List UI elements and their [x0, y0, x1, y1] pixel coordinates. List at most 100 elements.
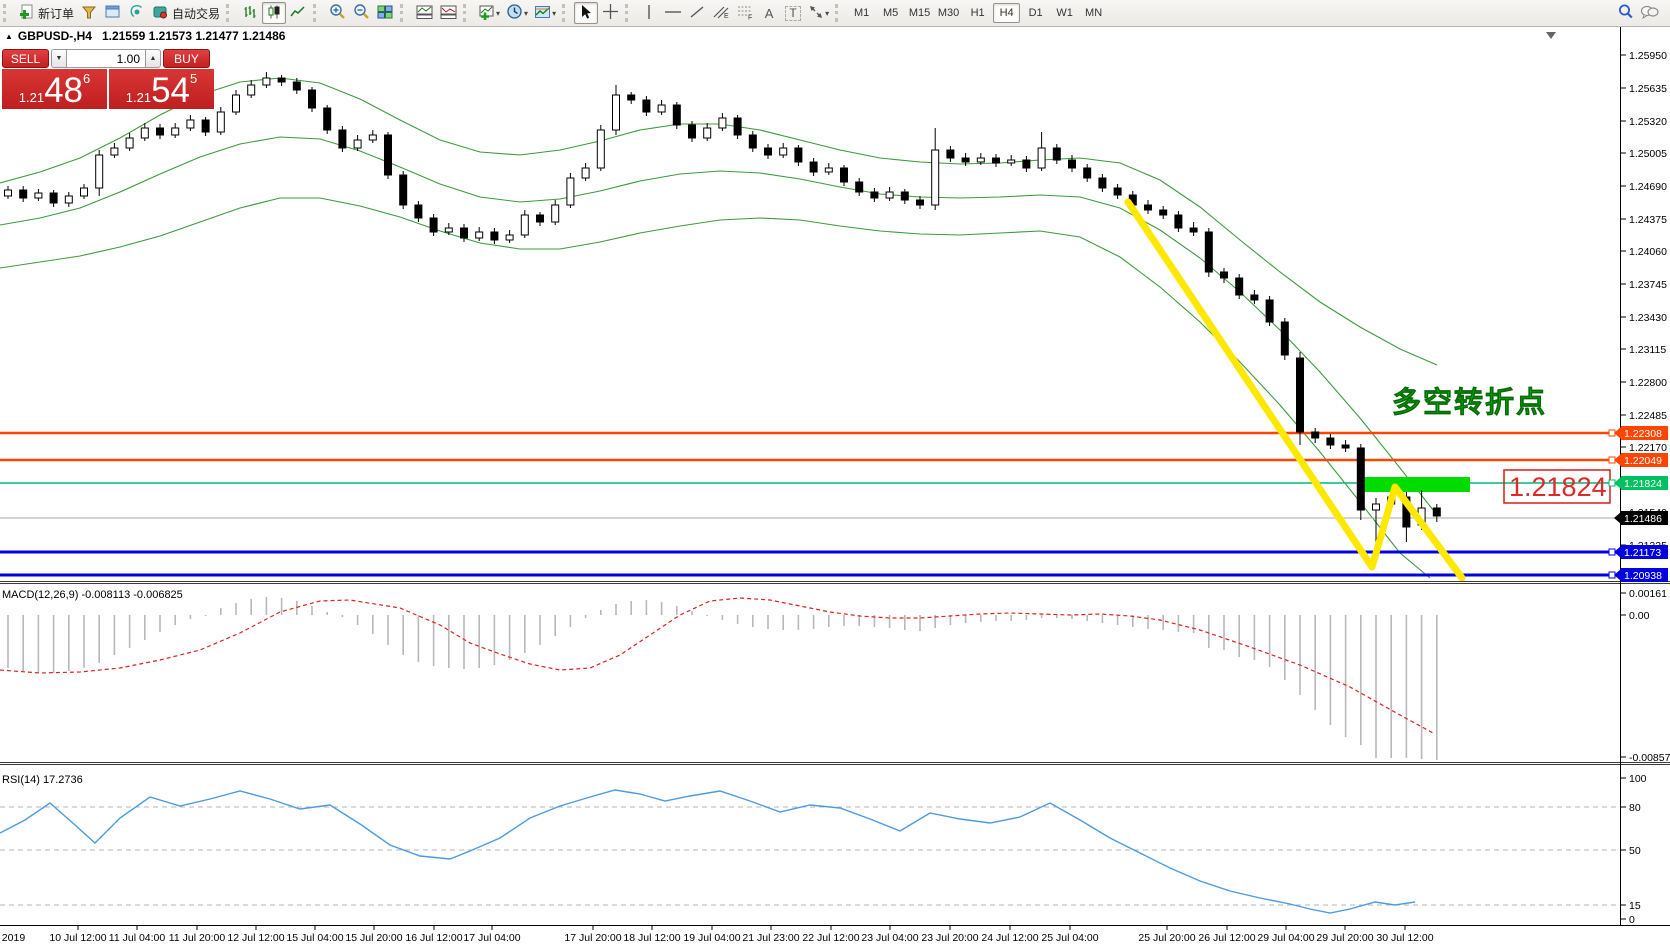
trendline-tool[interactable] — [685, 2, 709, 24]
svg-text:1.22800: 1.22800 — [1629, 377, 1667, 389]
toolbar-drag-handle[interactable] — [463, 4, 471, 22]
price-callout-box[interactable]: 1.21824 — [1503, 469, 1611, 504]
chart-ohlc-values: 1.21559 1.21573 1.21477 1.21486 — [101, 29, 286, 43]
svg-text:12 Jul 12:00: 12 Jul 12:00 — [227, 932, 284, 944]
timeframe-h4-button[interactable]: H4 — [993, 3, 1021, 23]
market-watch-button[interactable] — [101, 2, 125, 24]
chat-button[interactable] — [1637, 2, 1662, 24]
svg-text:15 Jul 20:00: 15 Jul 20:00 — [345, 932, 402, 944]
svg-text:E: E — [724, 13, 729, 20]
timeframe-d1-button[interactable]: D1 — [1028, 7, 1043, 19]
zoom-out-button[interactable] — [349, 2, 373, 24]
toolbar-drag-handle[interactable] — [3, 4, 11, 22]
svg-text:-0.008577: -0.008577 — [1629, 752, 1670, 764]
volume-decrease-button[interactable]: ▼ — [51, 49, 67, 68]
equidistant-channel-tool[interactable]: E — [709, 2, 733, 24]
buy-button[interactable]: BUY — [163, 49, 210, 68]
search-button[interactable] — [1613, 2, 1637, 24]
vertical-line-tool[interactable] — [637, 2, 661, 24]
bollinger-bands — [0, 77, 1438, 579]
indicator-window-icon — [416, 4, 433, 23]
clock-icon — [506, 3, 523, 23]
svg-text:1.25950: 1.25950 — [1629, 50, 1667, 62]
sell-price-display[interactable]: 1.21 48 6 — [2, 69, 107, 109]
price-level-badge: 1.20938 — [1608, 568, 1668, 582]
timeframe-m1-button[interactable]: M1 — [853, 7, 870, 19]
horizontal-level-lines[interactable] — [0, 431, 1620, 577]
toolbar-drag-handle[interactable] — [625, 4, 633, 22]
line-chart-icon — [290, 4, 306, 23]
indicator-window-button[interactable] — [412, 2, 436, 24]
arrows-tool[interactable]: ▾ — [805, 2, 832, 24]
crosshair-tool-button[interactable] — [598, 2, 622, 24]
svg-text:50: 50 — [1629, 845, 1641, 857]
new-order-button[interactable]: 新订单 — [15, 2, 77, 24]
pivot-annotation[interactable]: 多空转折点 — [1392, 385, 1547, 420]
text-label-tool[interactable]: T — [781, 2, 805, 24]
signals-button[interactable] — [125, 2, 149, 24]
toolbar-drag-handle[interactable] — [313, 4, 321, 22]
svg-text:1.25635: 1.25635 — [1629, 83, 1667, 95]
chart-symbol-period: GBPUSD-,H4 — [17, 29, 92, 43]
yellow-trendlines[interactable] — [1124, 198, 1466, 582]
candlestick-chart-icon — [266, 4, 282, 23]
chart-profile-button[interactable] — [77, 2, 101, 24]
horizontal-line-icon — [664, 4, 682, 23]
periods-button[interactable]: ▾ — [503, 2, 531, 24]
svg-text:18 Jul 12:00: 18 Jul 12:00 — [623, 932, 680, 944]
market-watch-icon — [105, 4, 121, 23]
text-tool[interactable]: A — [757, 2, 781, 24]
main-toolbar: 新订单 自动交易 — [0, 0, 1670, 27]
volume-input[interactable] — [67, 49, 145, 68]
svg-text:1.24375: 1.24375 — [1629, 214, 1667, 226]
text-label-icon: T — [785, 5, 801, 21]
zoom-in-icon — [329, 3, 346, 23]
sell-button[interactable]: SELL — [2, 49, 49, 68]
timeframe-m15-button[interactable]: M15 — [908, 7, 931, 19]
buy-price-sup: 5 — [190, 71, 198, 86]
tile-windows-button[interactable] — [373, 2, 397, 24]
collapse-arrow-icon[interactable]: ▲ — [5, 31, 13, 41]
volume-stepper: ▼ ▲ — [51, 49, 161, 68]
svg-text:0.00: 0.00 — [1629, 610, 1650, 622]
chart-line-button[interactable] — [286, 2, 310, 24]
volume-increase-button[interactable]: ▲ — [145, 49, 161, 68]
timeframe-w1-button[interactable]: W1 — [1056, 7, 1073, 19]
svg-text:10 Jul 2019: 10 Jul 2019 — [0, 932, 25, 944]
timeframe-m30-button[interactable]: M30 — [937, 7, 960, 19]
chart-candles-button[interactable] — [262, 2, 287, 24]
toolbar-drag-handle[interactable] — [835, 4, 843, 22]
autotrading-button[interactable]: 自动交易 — [149, 2, 223, 24]
toolbar-drag-handle[interactable] — [400, 4, 408, 22]
add-indicator-button[interactable]: ▾ — [475, 2, 503, 24]
vertical-line-icon — [643, 4, 655, 23]
horizontal-line-tool[interactable] — [661, 2, 685, 24]
buy-price-big: 54 — [151, 71, 190, 110]
fibonacci-tool[interactable]: F — [733, 2, 757, 24]
templates-button[interactable]: ▾ — [531, 2, 559, 24]
macd-pane[interactable]: MACD(12,26,9) -0.008113 -0.006825 0.00161… — [0, 588, 1670, 764]
chevron-down-icon[interactable]: ▾ — [496, 8, 501, 18]
toolbar-drag-handle[interactable] — [562, 4, 570, 22]
rsi-pane[interactable]: RSI(14) 17.2736 100 80 50 15 0 — [0, 773, 1647, 926]
toolbar-drag-handle[interactable] — [226, 4, 234, 22]
zoom-in-button[interactable] — [325, 2, 349, 24]
funnel-icon — [81, 4, 97, 23]
chevron-down-icon[interactable]: ▾ — [552, 8, 557, 18]
timeframe-mn-button[interactable]: MN — [1085, 7, 1103, 19]
chart-bars-button[interactable] — [238, 2, 262, 24]
channel-icon: E — [712, 4, 730, 23]
svg-text:1.21824: 1.21824 — [1624, 478, 1662, 490]
chevron-down-icon[interactable]: ▾ — [524, 8, 529, 18]
highlight-rectangle[interactable] — [1360, 477, 1470, 492]
cursor-tool-button[interactable] — [574, 2, 599, 24]
bar-chart-icon — [242, 4, 258, 23]
timeframe-m5-button[interactable]: M5 — [882, 7, 899, 19]
buy-price-display[interactable]: 1.21 54 5 — [109, 69, 214, 109]
cursor-icon — [579, 4, 593, 23]
chevron-down-icon[interactable]: ▾ — [825, 8, 830, 18]
indicator-window2-button[interactable] — [436, 2, 460, 24]
timeframe-h1-button[interactable]: H1 — [970, 7, 985, 19]
